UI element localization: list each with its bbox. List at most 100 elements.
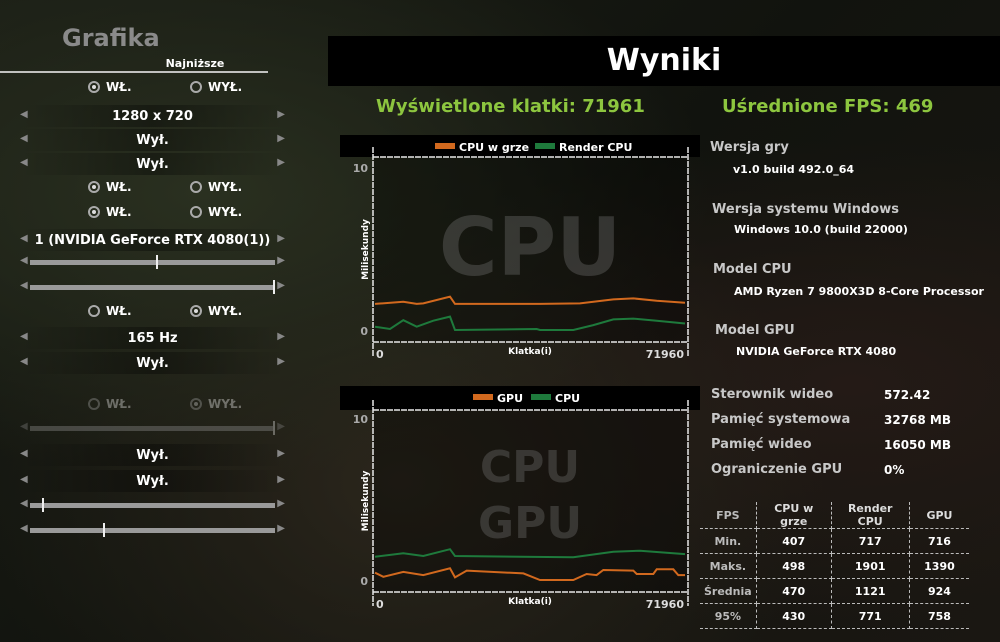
arrow-right-icon[interactable]: ▶ <box>277 474 285 485</box>
radio-off[interactable]: WYŁ. <box>190 304 242 318</box>
arrow-right-icon[interactable]: ▶ <box>277 280 285 291</box>
arrow-left-icon[interactable]: ◀ <box>20 448 28 459</box>
arrow-left-icon[interactable]: ◀ <box>20 356 28 367</box>
arrow-left-icon[interactable]: ◀ <box>20 498 28 509</box>
option-selector[interactable]: ◀ 1 (NVIDIA GeForce RTX 4080(1)) ▶ <box>20 229 285 251</box>
option-selector[interactable]: ◀ Wył. ▶ <box>20 352 285 374</box>
watermark-text: GPU <box>478 498 582 549</box>
radio-label: WYŁ. <box>208 180 243 194</box>
legend-swatch <box>531 394 551 400</box>
radio-circle-icon[interactable] <box>88 181 100 193</box>
option-selector[interactable]: ◀ Wył. ▶ <box>20 470 285 492</box>
legend-label: CPU <box>555 392 580 405</box>
slider-thumb[interactable] <box>273 280 275 294</box>
radio-label: WYŁ. <box>208 304 243 318</box>
arrow-right-icon[interactable]: ▶ <box>277 233 285 244</box>
selector-value: Wył. <box>136 355 169 371</box>
arrow-right-icon[interactable]: ▶ <box>277 523 285 534</box>
slider-thumb[interactable] <box>42 498 45 512</box>
radio-circle-icon[interactable] <box>88 398 100 410</box>
arrow-left-icon[interactable]: ◀ <box>20 255 28 266</box>
results-header: Wyniki <box>328 36 1000 86</box>
slider-track[interactable] <box>30 528 275 533</box>
radio-on[interactable]: WŁ. <box>88 80 132 94</box>
stat-label: Ograniczenie GPU <box>711 462 843 477</box>
legend-swatch <box>473 394 493 400</box>
arrow-right-icon[interactable]: ▶ <box>277 448 285 459</box>
table-header: CPU w grze <box>756 502 832 529</box>
arrow-right-icon[interactable]: ▶ <box>277 421 285 432</box>
arrow-left-icon[interactable]: ◀ <box>20 233 28 244</box>
stat-value: 572.42 <box>884 388 931 402</box>
radio-on[interactable]: WŁ. <box>88 180 132 194</box>
radio-label: WŁ. <box>106 80 132 94</box>
slider-thumb[interactable] <box>156 255 159 269</box>
arrow-right-icon[interactable]: ▶ <box>277 133 285 144</box>
radio-off[interactable]: WYŁ. <box>190 80 242 94</box>
radio-label: WYŁ. <box>208 80 243 94</box>
radio-circle-icon[interactable] <box>88 305 100 317</box>
radio-circle-icon[interactable] <box>190 81 202 93</box>
radio-on[interactable]: WŁ. <box>88 304 132 318</box>
table-cell: 430 <box>756 603 832 629</box>
arrow-left-icon[interactable]: ◀ <box>20 280 28 291</box>
watermark-text: CPU <box>480 442 580 493</box>
radio-circle-icon[interactable] <box>190 181 202 193</box>
option-selector[interactable]: ◀ Wył. ▶ <box>20 129 285 151</box>
radio-off[interactable]: WYŁ. <box>190 397 242 411</box>
radio-circle-icon[interactable] <box>190 398 202 410</box>
preset-label[interactable]: Najniższe <box>165 57 225 70</box>
radio-on[interactable]: WŁ. <box>88 397 132 411</box>
slider[interactable]: ◀ ▶ <box>20 421 285 435</box>
option-selector[interactable]: ◀ Wył. ▶ <box>20 153 285 175</box>
radio-off[interactable]: WYŁ. <box>190 180 242 194</box>
radio-circle-icon[interactable] <box>190 305 202 317</box>
slider[interactable]: ◀ ▶ <box>20 523 285 537</box>
watermark-text: CPU <box>439 201 621 294</box>
arrow-right-icon[interactable]: ▶ <box>277 255 285 266</box>
arrow-left-icon[interactable]: ◀ <box>20 109 28 120</box>
x-tick-label: 0 <box>376 348 384 361</box>
arrow-left-icon[interactable]: ◀ <box>20 523 28 534</box>
radio-circle-icon[interactable] <box>88 206 100 218</box>
arrow-left-icon[interactable]: ◀ <box>20 331 28 342</box>
table-row: Min. 407 717 716 <box>700 528 970 554</box>
arrow-right-icon[interactable]: ▶ <box>277 331 285 342</box>
radio-off[interactable]: WYŁ. <box>190 205 242 219</box>
fps-table: FPS CPU w grze Render CPU GPU Min. 407 717 716… <box>700 502 970 629</box>
slider-track[interactable] <box>30 260 275 265</box>
radio-on[interactable]: WŁ. <box>88 205 132 219</box>
arrow-left-icon[interactable]: ◀ <box>20 133 28 144</box>
option-selector[interactable]: ◀ 165 Hz ▶ <box>20 327 285 349</box>
arrow-right-icon[interactable]: ▶ <box>277 498 285 509</box>
arrow-left-icon[interactable]: ◀ <box>20 421 28 432</box>
radio-circle-icon[interactable] <box>88 81 100 93</box>
radio-label: WŁ. <box>106 397 132 411</box>
slider[interactable]: ◀ ▶ <box>20 255 285 269</box>
stat-label: Pamięć wideo <box>711 437 812 452</box>
average-fps: Uśrednione FPS: 469 <box>722 96 934 117</box>
legend-swatch <box>435 143 455 149</box>
arrow-left-icon[interactable]: ◀ <box>20 474 28 485</box>
x-axis-label: Klatka(i) <box>508 597 552 607</box>
arrow-right-icon[interactable]: ▶ <box>277 356 285 367</box>
x-tick-label: 0 <box>376 598 384 611</box>
series-line-cpu <box>374 548 686 559</box>
slider-track[interactable] <box>30 426 275 431</box>
game-version-label: Wersja gry <box>710 140 789 155</box>
arrow-right-icon[interactable]: ▶ <box>277 109 285 120</box>
plot-area <box>373 410 688 592</box>
option-selector[interactable]: ◀ 1280 x 720 ▶ <box>20 105 285 127</box>
option-selector[interactable]: ◀ Wył. ▶ <box>20 444 285 466</box>
slider[interactable]: ◀ ▶ <box>20 498 285 512</box>
slider[interactable]: ◀ ▶ <box>20 280 285 294</box>
slider-thumb[interactable] <box>102 523 105 537</box>
slider-thumb[interactable] <box>273 421 275 435</box>
slider-track[interactable] <box>30 285 275 290</box>
arrow-right-icon[interactable]: ▶ <box>277 157 285 168</box>
arrow-left-icon[interactable]: ◀ <box>20 157 28 168</box>
frames-displayed: Wyświetlone klatki: 71961 <box>376 96 645 117</box>
selector-value: Wył. <box>136 447 169 463</box>
radio-circle-icon[interactable] <box>190 206 202 218</box>
slider-track[interactable] <box>30 503 275 508</box>
